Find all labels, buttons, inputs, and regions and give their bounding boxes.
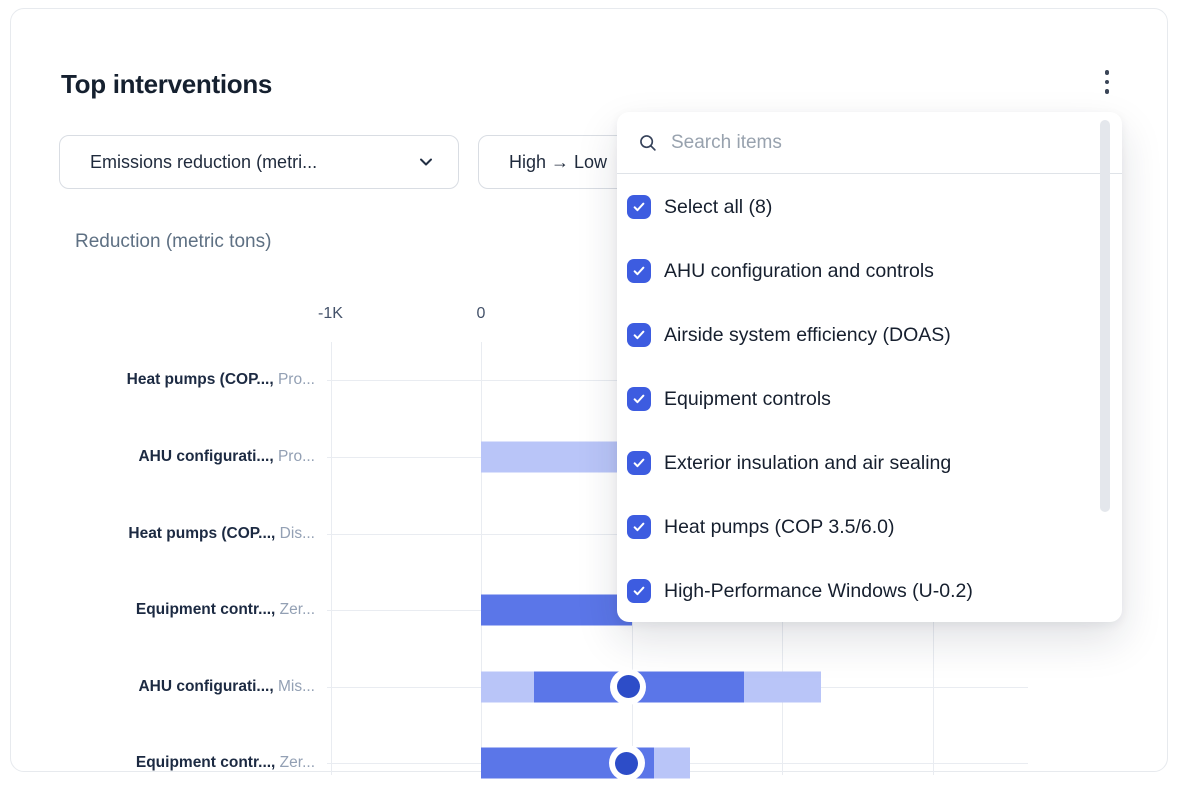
category-label-secondary: Zer... (275, 754, 315, 771)
bar-segment-light[interactable] (481, 441, 632, 473)
dropdown-item[interactable]: Airside system efficiency (DOAS) (617, 303, 1097, 367)
metric-select-button[interactable]: Emissions reduction (metri... (59, 135, 459, 189)
checkbox-checked-icon[interactable] (627, 451, 651, 475)
category-label-primary: Equipment contr..., (135, 754, 276, 771)
bar-segment-light[interactable] (654, 747, 691, 779)
checkbox-checked-icon[interactable] (627, 259, 651, 283)
dropdown-item-select-all[interactable]: Select all (8) (617, 175, 1097, 239)
bar-chart: -1K 0 Heat pumps (COP..., Pro... AHU config… (11, 9, 1180, 792)
category-label: AHU configurati..., Pro... (138, 448, 315, 466)
dropdown-item[interactable]: AHU configuration and controls (617, 239, 1097, 303)
dropdown-item-label: Heat pumps (COP 3.5/6.0) (664, 515, 895, 538)
category-label-primary: Equipment contr..., (135, 601, 276, 618)
median-marker[interactable] (610, 668, 647, 705)
dropdown-item[interactable]: Equipment controls (617, 367, 1097, 431)
kebab-dot-icon (1104, 70, 1110, 75)
checkbox-checked-icon[interactable] (627, 195, 651, 219)
category-label: AHU configurati..., Mis... (138, 678, 315, 696)
kebab-menu-button[interactable] (1093, 63, 1121, 101)
scrollbar-thumb[interactable] (1100, 120, 1110, 512)
category-label-primary: AHU configurati..., (138, 448, 274, 465)
search-row (617, 112, 1122, 174)
category-label-primary: Heat pumps (COP..., (128, 524, 276, 542)
median-marker-dot (615, 751, 639, 775)
dropdown-item-label: Exterior insulation and air sealing (664, 451, 952, 474)
x-tick-label: 0 (476, 305, 486, 322)
kebab-dot-icon (1104, 79, 1110, 85)
dropdown-item[interactable]: Heat pumps (COP 3.5/6.0) (617, 495, 1097, 559)
category-label-secondary: Zer... (275, 601, 315, 618)
bar-segment-light[interactable] (481, 671, 534, 702)
category-label: Heat pumps (COP..., Pro... (127, 371, 315, 389)
checkbox-checked-icon[interactable] (627, 323, 651, 347)
median-marker-dot (616, 675, 640, 698)
filter-dropdown-panel: Select all (8) AHU configuration and cont… (617, 112, 1122, 622)
category-label: Heat pumps (COP..., Dis... (128, 525, 315, 543)
metric-select-label: Emissions reduction (metri... (90, 151, 318, 172)
category-label-secondary: Dis... (275, 524, 315, 542)
gridline-vertical (330, 342, 332, 775)
category-label-secondary: Pro... (273, 371, 315, 388)
category-label-primary: AHU configurati..., (138, 677, 274, 695)
checkbox-checked-icon[interactable] (627, 579, 651, 603)
category-label-secondary: Pro... (273, 448, 315, 465)
bar-segment-light[interactable] (744, 671, 822, 702)
dropdown-item-label: AHU configuration and controls (664, 259, 934, 282)
chevron-down-icon (420, 158, 432, 166)
dropdown-item-label: Select all (8) (664, 195, 773, 218)
sort-select-label: High → Low (509, 151, 608, 172)
category-label: Equipment contr..., Zer... (136, 601, 315, 619)
category-label-secondary: Mis... (273, 677, 315, 695)
kebab-dot-icon (1104, 89, 1110, 94)
dropdown-item[interactable]: High-Performance Windows (U-0.2) (617, 559, 1097, 623)
dropdown-item[interactable]: Exterior insulation and air sealing (617, 431, 1097, 495)
checkbox-checked-icon[interactable] (627, 387, 651, 411)
dropdown-item-label: Airside system efficiency (DOAS) (664, 323, 951, 346)
median-marker[interactable] (608, 745, 645, 781)
axis-title: Reduction (metric tons) (75, 231, 272, 252)
dropdown-item-label: High-Performance Windows (U-0.2) (664, 579, 973, 602)
card-title: Top interventions (61, 69, 273, 99)
search-icon (640, 134, 656, 151)
x-tick-label: -1K (318, 305, 343, 322)
checkbox-checked-icon[interactable] (627, 515, 651, 539)
gridline-vertical (481, 342, 482, 775)
category-label-primary: Heat pumps (COP..., (126, 371, 274, 388)
search-input[interactable] (671, 131, 1102, 154)
bar-segment-solid[interactable] (481, 594, 632, 626)
dropdown-item-label: Equipment controls (664, 387, 831, 410)
category-label: Equipment contr..., Zer... (136, 754, 315, 772)
